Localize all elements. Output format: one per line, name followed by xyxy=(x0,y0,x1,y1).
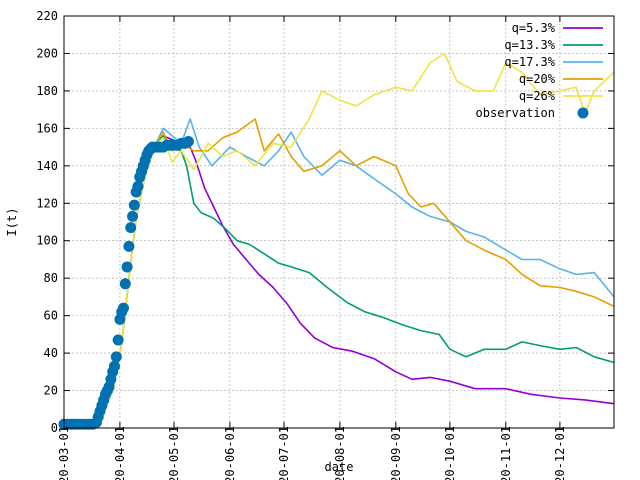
y-tick-label: 180 xyxy=(36,84,58,98)
observation-point xyxy=(132,180,144,192)
y-tick-label: 60 xyxy=(44,309,58,323)
observation-point xyxy=(182,135,194,147)
legend-label: observation xyxy=(476,106,555,120)
series-line-q-5-3 xyxy=(64,135,615,424)
y-tick-label: 100 xyxy=(36,234,58,248)
x-tick-label: 2020-07-01 xyxy=(277,426,291,480)
series-line-q-13-3 xyxy=(64,135,615,424)
observation-point xyxy=(123,240,135,252)
observation-point xyxy=(112,334,124,346)
y-tick-label: 160 xyxy=(36,121,58,135)
x-tick-label: 2020-03-01 xyxy=(57,426,71,480)
y-axis-title: I(t) xyxy=(5,208,19,237)
y-tick-label: 40 xyxy=(44,346,58,360)
y-tick-label: 140 xyxy=(36,159,58,173)
x-tick-label: 2020-04-01 xyxy=(113,426,127,480)
observation-point xyxy=(121,261,133,273)
legend-label: q=5.3% xyxy=(512,21,556,35)
observation-point xyxy=(110,351,122,363)
observation-layer xyxy=(58,135,194,430)
observation-point xyxy=(119,278,131,290)
y-tick-label: 80 xyxy=(44,271,58,285)
x-tick-label: 2020-08-01 xyxy=(333,426,347,480)
x-tick-label: 2020-11-01 xyxy=(499,426,513,480)
y-tick-label: 220 xyxy=(36,9,58,23)
y-tick-label: 200 xyxy=(36,46,58,60)
legend-label: q=13.3% xyxy=(504,38,555,52)
legend-swatch xyxy=(577,107,589,119)
plot-frame xyxy=(63,15,615,429)
y-tick-label: 0 xyxy=(51,421,58,435)
legend-label: q=17.3% xyxy=(504,55,555,69)
observation-point xyxy=(118,302,130,314)
x-tick-label: 2020-10-01 xyxy=(443,426,457,480)
observation-point xyxy=(127,210,139,222)
y-tick-label: 20 xyxy=(44,384,58,398)
observation-point xyxy=(128,199,140,211)
axis-ticks: 0 20 40 60 80 100 120 140 160 180 200 220 2020-03-01… xyxy=(36,9,614,480)
y-tick-label: 120 xyxy=(36,196,58,210)
legend-label: q=20% xyxy=(519,72,556,86)
x-tick-label: 2020-12-01 xyxy=(553,426,567,480)
legend-label: q=26% xyxy=(519,89,556,103)
x-tick-label: 2020-06-01 xyxy=(223,426,237,480)
observation-point xyxy=(108,360,120,372)
x-tick-label: 2020-05-01 xyxy=(167,426,181,480)
legend: q=5.3% q=13.3% q=17.3% q=20% q=26% observatio… xyxy=(476,21,603,120)
observation-point xyxy=(125,222,137,234)
x-tick-label: 2020-09-01 xyxy=(389,426,403,480)
x-axis-title: date xyxy=(325,460,354,474)
